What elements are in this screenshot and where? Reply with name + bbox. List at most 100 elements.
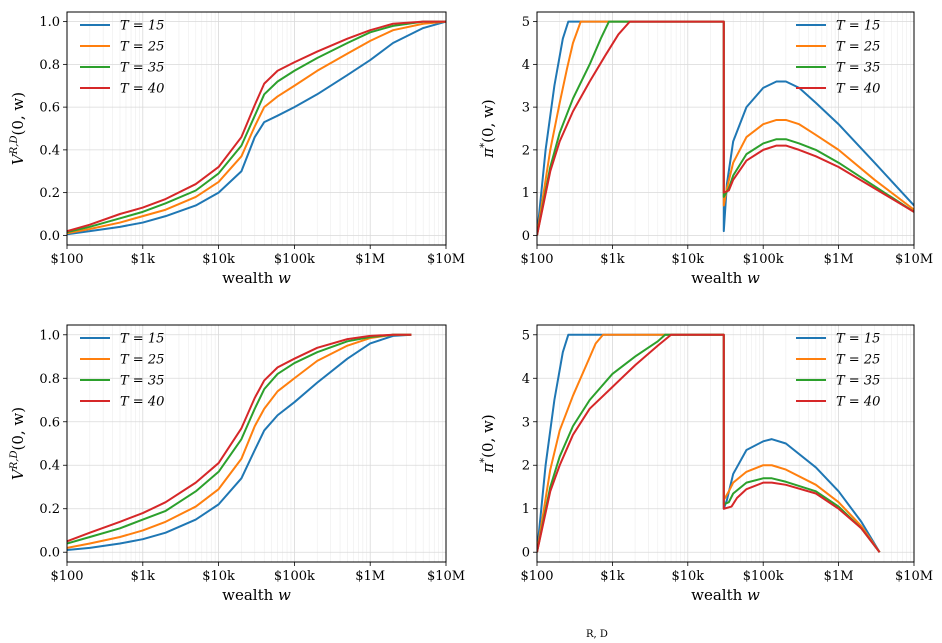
axes-frame xyxy=(66,324,447,563)
x-tick-label: $100k xyxy=(743,569,784,584)
x-tick-label: $1k xyxy=(600,252,625,267)
x-tick-label: $100 xyxy=(50,569,83,584)
legend-label: T = 35 xyxy=(836,61,880,76)
x-tick-label: $100 xyxy=(50,252,83,267)
y-tick-label: 1.0 xyxy=(39,15,60,30)
legend-label: T = 40 xyxy=(120,82,164,97)
x-tick-label: $100k xyxy=(743,252,784,267)
x-tick-label: $10M xyxy=(895,252,933,267)
x-tick-label: $1k xyxy=(600,569,625,584)
x-tick-label: $1M xyxy=(824,252,854,267)
x-tick-label: $10k xyxy=(202,569,235,584)
legend-label: T = 35 xyxy=(836,374,880,389)
series-line-T15 xyxy=(67,20,446,236)
series-group xyxy=(67,20,446,236)
y-axis-label: VR,D(0, w) xyxy=(9,407,27,480)
chart-panel-3: $100 $1k $10k $100k $1M $10M 0.0 0.2 0.4 0.6 0.8 1.… xyxy=(9,324,465,604)
series-line-T40 xyxy=(537,333,881,553)
x-tick-label: $10k xyxy=(671,569,704,584)
y-axis-label: VR,D(0, w) xyxy=(9,92,27,165)
legend-label: T = 15 xyxy=(836,19,880,34)
x-tick-label: $10M xyxy=(427,252,465,267)
series-line-T35 xyxy=(537,20,914,236)
legend-label: T = 25 xyxy=(836,353,880,368)
x-tick-label: $1k xyxy=(131,252,156,267)
series-line-T15 xyxy=(537,20,914,236)
series-group xyxy=(537,20,914,236)
x-axis-label: wealth w xyxy=(691,586,760,604)
series-line-T35 xyxy=(67,20,446,234)
y-tick-label: 3 xyxy=(522,415,530,430)
series-group xyxy=(67,333,412,552)
x-tick-label: $1M xyxy=(824,569,854,584)
y-tick-label: 1 xyxy=(522,502,530,517)
axes-frame xyxy=(66,11,447,246)
y-tick-label: 0 xyxy=(522,546,530,561)
y-tick-label: 0.4 xyxy=(39,143,60,158)
y-tick-label: 0.8 xyxy=(39,58,60,73)
y-axis-label: π*(0, w) xyxy=(479,414,497,473)
legend-label: T = 35 xyxy=(120,61,164,76)
x-axis-label: wealth w xyxy=(691,269,760,287)
legend: T = 15 T = 25 T = 35 T = 40 xyxy=(796,19,880,97)
series-line-T15 xyxy=(67,333,412,552)
grid xyxy=(66,12,447,245)
y-tick-label: 0.2 xyxy=(39,186,60,201)
x-tick-label: $1k xyxy=(131,569,156,584)
legend: T = 15 T = 25 T = 35 T = 40 xyxy=(796,332,880,410)
y-tick-label: 5 xyxy=(522,15,530,30)
y-tick-label: 0.8 xyxy=(39,372,60,387)
series-line-T25 xyxy=(537,333,881,553)
legend-label: T = 35 xyxy=(120,374,164,389)
y-tick-label: 0.2 xyxy=(39,502,60,517)
series-line-T35 xyxy=(537,333,881,553)
series-line-T25 xyxy=(67,20,446,235)
axes-frame xyxy=(536,324,915,563)
x-axis-label: wealth w xyxy=(222,269,291,287)
x-axis-label: wealth w xyxy=(222,586,291,604)
y-tick-label: 0.0 xyxy=(39,229,60,244)
y-tick-label: 3 xyxy=(522,101,530,116)
y-tick-label: 0.6 xyxy=(39,415,60,430)
y-tick-label: 2 xyxy=(522,143,530,158)
axes-frame xyxy=(536,11,915,246)
legend-label: T = 15 xyxy=(836,332,880,347)
series-line-T40 xyxy=(537,20,914,236)
series-line-T40 xyxy=(67,333,412,543)
legend-label: T = 15 xyxy=(120,19,164,34)
legend: T = 15 T = 25 T = 35 T = 40 xyxy=(80,332,164,410)
y-tick-label: 1 xyxy=(522,186,530,201)
y-tick-label: 0.4 xyxy=(39,459,60,474)
x-tick-label: $10k xyxy=(671,252,704,267)
series-line-T25 xyxy=(67,333,412,549)
x-tick-label: $10M xyxy=(427,569,465,584)
y-tick-label: 4 xyxy=(522,372,530,387)
x-tick-label: $100k xyxy=(274,569,315,584)
x-tick-label: $100 xyxy=(520,569,553,584)
y-tick-label: 0 xyxy=(522,229,530,244)
series-line-T35 xyxy=(67,333,412,545)
y-tick-label: 1.0 xyxy=(39,328,60,343)
legend-label: T = 15 xyxy=(120,332,164,347)
y-axis-label: π*(0, w) xyxy=(479,99,497,158)
x-tick-label: $1M xyxy=(355,569,385,584)
legend-label: T = 25 xyxy=(120,40,164,55)
y-tick-label: 0.6 xyxy=(39,101,60,116)
caption-fragment: R, D xyxy=(586,629,608,640)
series-group xyxy=(537,333,881,553)
legend: T = 15 T = 25 T = 35 T = 40 xyxy=(80,19,164,97)
x-tick-label: $100 xyxy=(520,252,553,267)
x-tick-label: $10k xyxy=(202,252,235,267)
y-tick-label: 5 xyxy=(522,328,530,343)
x-tick-label: $1M xyxy=(355,252,385,267)
y-tick-label: 4 xyxy=(522,58,530,73)
chart-panel-1: $100 $1k $10k $100k $1M $10M 0.0 0.2 0.4 0.6 0.8 1.… xyxy=(9,11,465,287)
series-line-T15 xyxy=(537,333,881,553)
y-tick-label: 2 xyxy=(522,459,530,474)
x-tick-label: $10M xyxy=(895,569,933,584)
legend-label: T = 40 xyxy=(836,82,880,97)
legend-label: T = 40 xyxy=(836,395,880,410)
series-line-T25 xyxy=(537,20,914,236)
legend-label: T = 25 xyxy=(836,40,880,55)
